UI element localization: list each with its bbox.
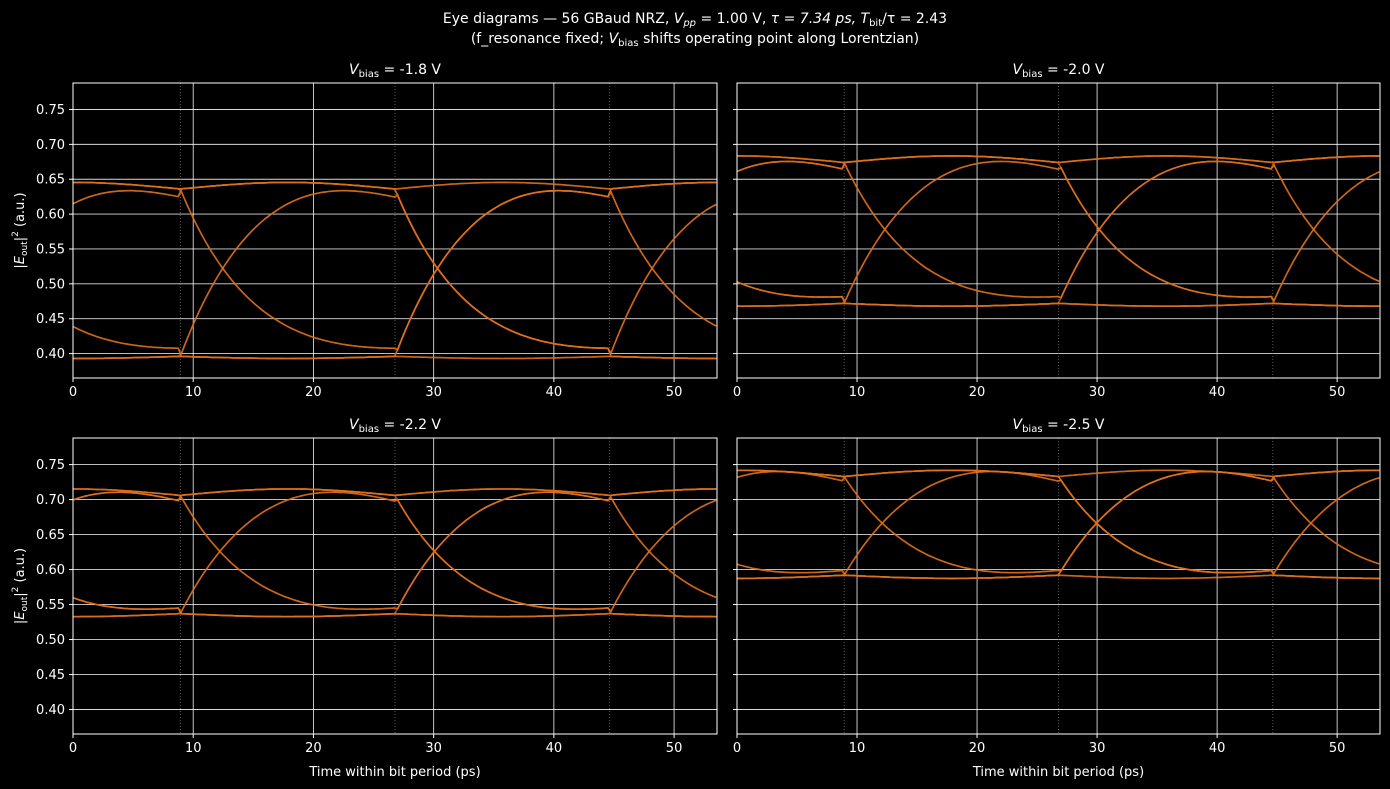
x-tick-label: 40 <box>1209 385 1226 400</box>
y-tick-label: 0.65 <box>36 528 65 543</box>
figure-subtitle: (f_resonance fixed; Vbias shifts operati… <box>471 31 919 49</box>
eye-trace <box>737 469 1380 574</box>
x-tick-label: 0 <box>69 385 77 400</box>
x-tick-label: 40 <box>1209 741 1226 756</box>
x-tick-label: 50 <box>1329 385 1346 400</box>
eye-trace <box>737 155 1380 164</box>
eye-panel-1: 0 10 20 30 40 50 0.40 0.45 0.50 0.55 0.60 0.65 0.70 0… <box>11 62 718 400</box>
eye-trace <box>73 488 717 497</box>
x-tick-label: 40 <box>546 741 563 756</box>
eye-trace <box>737 302 1380 308</box>
plot-frame <box>72 437 718 735</box>
x-tick-label: 30 <box>1089 385 1106 400</box>
x-tick-label: 30 <box>1089 741 1106 756</box>
x-tick-label: 0 <box>733 741 741 756</box>
x-tick-label: 0 <box>733 385 741 400</box>
eye-trace <box>737 469 1380 478</box>
x-tick-label: 20 <box>969 741 986 756</box>
x-tick-label: 10 <box>849 741 866 756</box>
y-tick-label: 0.55 <box>36 598 65 613</box>
y-tick-label: 0.60 <box>36 208 65 223</box>
x-tick-label: 20 <box>969 385 986 400</box>
x-axis-label: Time within bit period (ps) <box>308 765 480 780</box>
x-tick-label: 20 <box>305 385 322 400</box>
eye-trace <box>73 355 717 360</box>
eye-panel-2: 0 10 20 30 40 50 Vbias = -2.0 V <box>733 62 1381 400</box>
y-axis-label: |Eout|2 (a.u.) <box>11 192 30 268</box>
x-tick-label: 10 <box>185 741 202 756</box>
eye-trace <box>737 574 1380 580</box>
x-tick-label: 0 <box>69 741 77 756</box>
y-tick-label: 0.70 <box>36 493 65 508</box>
x-tick-label: 50 <box>666 385 683 400</box>
x-tick-label: 30 <box>425 385 442 400</box>
x-tick-label: 20 <box>305 741 322 756</box>
y-tick-label: 0.60 <box>36 563 65 578</box>
x-tick-label: 10 <box>185 385 202 400</box>
y-axis-label: |Eout|2 (a.u.) <box>11 548 30 624</box>
x-tick-label: 50 <box>666 741 683 756</box>
plot-frame <box>72 82 718 379</box>
x-tick-label: 40 <box>546 385 563 400</box>
y-tick-label: 0.50 <box>36 633 65 648</box>
y-tick-label: 0.45 <box>36 668 65 683</box>
eye-trace <box>737 155 1380 299</box>
plot-frame <box>736 437 1381 735</box>
eye-panel-4: 0 10 20 30 40 50 Vbias = -2.5 V Time within bit… <box>733 417 1381 780</box>
y-tick-label: 0.55 <box>36 242 65 257</box>
y-tick-label: 0.75 <box>36 458 65 473</box>
panel-title: Vbias = -2.5 V <box>1012 417 1104 435</box>
figure-title: Eye diagrams — 56 GBaud NRZ, Vpp = 1.00 … <box>443 11 947 29</box>
x-tick-label: 30 <box>425 741 442 756</box>
y-tick-label: 0.65 <box>36 173 65 188</box>
eye-panel-3: 0 10 20 30 40 50 0.40 0.45 0.50 0.55 0.60 0.65 0.70 0… <box>11 417 718 780</box>
x-tick-label: 50 <box>1329 741 1346 756</box>
eye-trace <box>73 181 717 190</box>
y-tick-label: 0.40 <box>36 703 65 718</box>
eye-trace <box>737 470 1380 580</box>
x-tick-label: 10 <box>849 385 866 400</box>
panel-title: Vbias = -2.2 V <box>349 417 441 435</box>
y-tick-label: 0.75 <box>36 103 65 118</box>
plot-frame <box>736 82 1381 379</box>
panel-title: Vbias = -1.8 V <box>349 62 441 80</box>
y-tick-label: 0.50 <box>36 277 65 292</box>
panel-title: Vbias = -2.0 V <box>1012 62 1104 80</box>
y-tick-label: 0.45 <box>36 312 65 327</box>
y-tick-label: 0.70 <box>36 138 65 153</box>
x-axis-label: Time within bit period (ps) <box>972 765 1144 780</box>
eye-trace <box>73 612 717 618</box>
y-tick-label: 0.40 <box>36 347 65 362</box>
